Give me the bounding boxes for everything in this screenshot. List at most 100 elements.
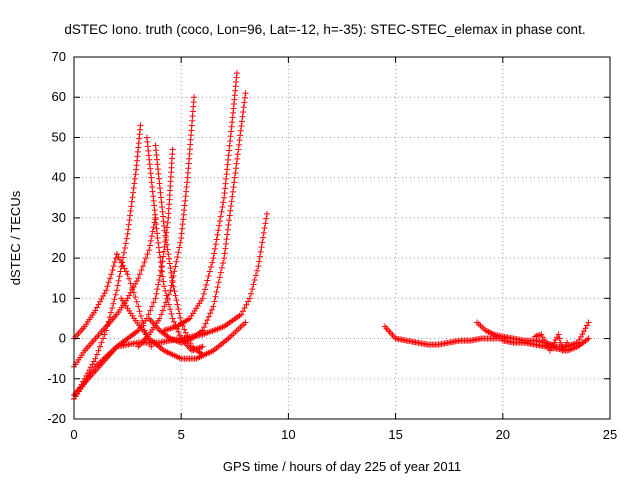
data-series — [71, 251, 120, 342]
data-point — [175, 306, 182, 313]
data-point — [138, 267, 145, 274]
data-series — [71, 214, 159, 370]
y-tick-label: 10 — [52, 290, 66, 305]
data-point — [210, 303, 217, 310]
data-point — [226, 142, 233, 149]
data-point — [241, 94, 248, 101]
data-point — [257, 248, 264, 255]
data-point — [158, 194, 165, 201]
data-point — [231, 174, 238, 181]
data-point — [118, 259, 125, 266]
data-point — [238, 123, 245, 130]
data-point — [233, 160, 240, 167]
data-point — [548, 344, 555, 351]
data-point — [220, 199, 227, 206]
x-tick-label: 25 — [603, 427, 617, 442]
data-point — [129, 194, 136, 201]
data-point — [157, 267, 164, 274]
data-point — [173, 297, 180, 304]
data-point — [144, 251, 151, 258]
data-point — [223, 175, 230, 182]
data-point — [132, 294, 139, 301]
data-point — [224, 166, 231, 173]
x-tick-label: 0 — [70, 427, 77, 442]
x-axis-label: GPS time / hours of day 225 of year 2011 — [223, 459, 461, 474]
data-point — [172, 263, 179, 270]
data-point — [557, 339, 564, 346]
data-point — [166, 255, 173, 262]
data-point — [92, 355, 99, 362]
data-point — [125, 221, 132, 228]
y-tick-label: 40 — [52, 170, 66, 185]
data-point — [482, 327, 489, 334]
data-point — [225, 152, 232, 159]
y-tick-label: 50 — [52, 129, 66, 144]
data-point — [93, 304, 100, 311]
data-point — [125, 226, 132, 233]
data-point — [202, 286, 209, 293]
data-point — [580, 328, 587, 335]
x-tick-label: 20 — [496, 427, 510, 442]
data-point — [259, 239, 266, 246]
data-point — [132, 171, 139, 178]
data-series — [71, 122, 144, 402]
data-point — [168, 269, 175, 276]
data-point — [239, 308, 246, 315]
data-point — [149, 228, 156, 235]
data-point — [155, 244, 162, 251]
data-point — [222, 185, 229, 192]
data-point — [235, 146, 242, 153]
data-point — [207, 310, 214, 317]
data-point — [174, 301, 181, 308]
data-point — [228, 198, 235, 205]
data-point — [127, 207, 134, 214]
data-point — [212, 245, 219, 252]
data-point — [142, 255, 149, 262]
data-point — [137, 122, 144, 129]
data-point — [263, 215, 270, 222]
data-point — [263, 210, 270, 217]
data-point — [256, 258, 263, 265]
data-point — [167, 287, 174, 294]
data-point — [126, 292, 133, 299]
data-point — [208, 306, 215, 313]
data-point — [554, 334, 561, 341]
data-point — [230, 184, 237, 191]
data-point — [124, 271, 131, 278]
data-series — [118, 295, 249, 362]
data-point — [113, 251, 120, 258]
data-point — [249, 286, 256, 293]
data-point — [213, 236, 220, 243]
data-point — [113, 287, 120, 294]
data-point — [222, 240, 229, 247]
data-point — [108, 271, 115, 278]
data-point — [158, 263, 165, 270]
data-point — [251, 276, 258, 283]
data-point — [174, 254, 181, 261]
y-axis-label: dSTEC / TECUs — [8, 190, 23, 285]
data-point — [163, 229, 170, 236]
data-point — [221, 255, 228, 262]
data-point — [157, 254, 164, 261]
data-point — [98, 339, 105, 346]
data-point — [225, 156, 232, 163]
data-point — [152, 147, 159, 154]
data-point — [561, 344, 568, 351]
data-point — [221, 250, 228, 257]
data-point — [160, 248, 167, 255]
data-point — [262, 220, 269, 227]
plot-border — [73, 56, 611, 420]
data-point — [167, 265, 174, 272]
data-point — [115, 277, 122, 284]
data-point — [164, 295, 171, 302]
data-point — [154, 161, 161, 168]
data-point — [162, 239, 169, 246]
data-point — [213, 288, 220, 295]
data-point — [153, 156, 160, 163]
data-point — [214, 231, 221, 238]
data-point — [229, 119, 236, 126]
data-point — [229, 188, 236, 195]
data-point — [176, 244, 183, 251]
data-point — [219, 204, 226, 211]
data-point — [260, 234, 267, 241]
